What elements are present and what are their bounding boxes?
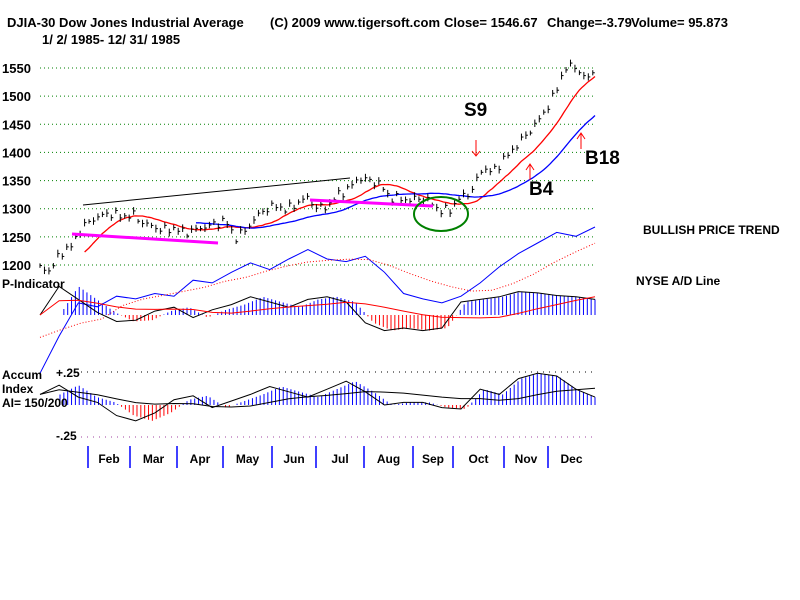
- p-indicator-label: P-Indicator: [2, 277, 65, 291]
- month-label: Aug: [377, 452, 400, 466]
- accum-index-ma: [39, 387, 596, 408]
- s9-label: S9: [464, 100, 487, 121]
- b4-label: B4: [529, 179, 554, 200]
- month-label: Apr: [190, 452, 211, 466]
- y-tick-label: 1350: [2, 174, 31, 189]
- chart-title: DJIA-30 Dow Jones Industrial Average: [7, 15, 244, 30]
- ma-short-line: [84, 76, 596, 253]
- resistance-trendline: [82, 177, 351, 206]
- month-label: May: [236, 452, 260, 466]
- support-line-1: [71, 232, 219, 245]
- ai-bottom-tick: -.25: [56, 429, 77, 443]
- month-label: Jun: [283, 452, 304, 466]
- b18-arrow-icon: [576, 132, 586, 149]
- y-tick-label: 1400: [2, 145, 31, 160]
- ai-top-tick: +.25: [56, 366, 80, 380]
- date-range: 1/ 2/ 1985- 12/ 31/ 1985: [42, 32, 180, 47]
- ad-line-label: NYSE A/D Line: [636, 274, 721, 288]
- month-label: Dec: [560, 452, 582, 466]
- close-stat: Close= 1546.67: [444, 15, 538, 30]
- copyright: (C) 2009 www.tigersoft.com: [270, 15, 440, 30]
- y-tick-label: 1200: [2, 258, 31, 273]
- change-stat: Change=-3.79: [547, 15, 632, 30]
- month-label: Mar: [143, 452, 165, 466]
- p-indicator-ma: [39, 296, 596, 319]
- month-label: Oct: [468, 452, 488, 466]
- support-line-2: [309, 198, 434, 208]
- b4-arrow-icon: [525, 163, 535, 180]
- trend-label: BULLISH PRICE TREND: [643, 223, 780, 237]
- p-indicator-line: [39, 285, 596, 332]
- ai-value-label: AI= 150/200: [2, 396, 68, 410]
- month-label: Jul: [331, 452, 348, 466]
- accum-index-line: [39, 372, 596, 422]
- ad-line: [39, 226, 596, 374]
- accum-label: Accum: [2, 368, 42, 382]
- month-label: Nov: [515, 452, 538, 466]
- volume-stat: Volume= 95.873: [631, 15, 728, 30]
- month-label: Sep: [422, 452, 444, 466]
- b18-label: B18: [585, 148, 620, 169]
- green-ellipse: [413, 196, 469, 232]
- ad-line-ma: [39, 242, 596, 338]
- y-tick-label: 1550: [2, 61, 31, 76]
- y-tick-label: 1500: [2, 89, 31, 104]
- ma-long-line: [196, 115, 596, 229]
- y-tick-label: 1450: [2, 117, 31, 132]
- y-tick-label: 1250: [2, 230, 31, 245]
- month-label: Feb: [98, 452, 119, 466]
- index-label: Index: [2, 382, 34, 396]
- y-tick-label: 1300: [2, 202, 31, 217]
- s9-arrow-icon: [471, 140, 481, 157]
